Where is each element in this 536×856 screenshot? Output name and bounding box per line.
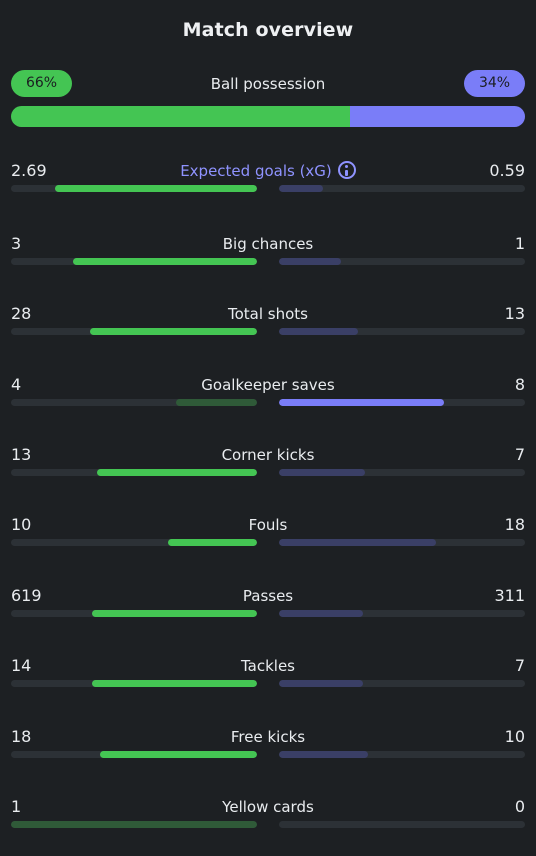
stat-label-text: Expected goals (xG) bbox=[180, 162, 332, 180]
away-bar-fill bbox=[279, 539, 437, 546]
away-bar-track bbox=[279, 399, 525, 406]
home-bar-track bbox=[11, 258, 257, 265]
home-bar-fill bbox=[175, 399, 257, 406]
home-bar-track bbox=[11, 821, 257, 828]
home-bar-fill bbox=[11, 821, 257, 828]
home-bar-track bbox=[11, 185, 257, 192]
stat-row-passes: 619 Passes 311 bbox=[11, 585, 525, 635]
home-bar-fill bbox=[97, 469, 257, 476]
away-bar-track bbox=[279, 751, 525, 758]
stat-row-total-shots: 28 Total shots 13 bbox=[11, 303, 525, 353]
home-bar-track bbox=[11, 469, 257, 476]
home-bar-fill bbox=[92, 680, 257, 687]
away-value: 311 bbox=[494, 586, 525, 605]
home-possession-fill bbox=[11, 106, 351, 127]
stat-label-text: Free kicks bbox=[230, 728, 306, 746]
away-value: 10 bbox=[504, 727, 525, 746]
stat-label: Passes bbox=[11, 585, 525, 607]
home-value: 2.69 bbox=[11, 161, 47, 180]
stat-label-text: Big chances bbox=[222, 235, 314, 253]
stat-label-text: Goalkeeper saves bbox=[201, 376, 335, 394]
away-bar-track bbox=[279, 821, 525, 828]
stat-label: Big chances bbox=[11, 233, 525, 255]
away-value: 13 bbox=[504, 304, 525, 323]
home-bar-track bbox=[11, 751, 257, 758]
home-possession-badge: 66% bbox=[11, 70, 72, 97]
home-value: 18 bbox=[11, 727, 32, 746]
home-bar-track bbox=[11, 539, 257, 546]
away-value: 8 bbox=[514, 375, 525, 394]
stat-label: Total shots bbox=[11, 303, 525, 325]
home-value: 14 bbox=[11, 656, 32, 675]
away-bar-fill bbox=[279, 328, 358, 335]
away-value: 7 bbox=[514, 656, 525, 675]
away-value: 0 bbox=[514, 797, 525, 816]
away-possession-badge: 34% bbox=[464, 70, 525, 97]
home-bar-fill bbox=[72, 258, 257, 265]
home-value: 1 bbox=[11, 797, 22, 816]
home-bar-track bbox=[11, 680, 257, 687]
away-value: 7 bbox=[514, 445, 525, 464]
stat-row-big-chances: 3 Big chances 1 bbox=[11, 233, 525, 283]
stat-label[interactable]: Expected goals (xG) bbox=[11, 160, 525, 182]
home-value: 28 bbox=[11, 304, 32, 323]
home-bar-fill bbox=[89, 328, 257, 335]
away-value: 18 bbox=[504, 515, 525, 534]
home-value: 13 bbox=[11, 445, 32, 464]
stat-row-goalkeeper-saves: 4 Goalkeeper saves 8 bbox=[11, 374, 525, 424]
stat-label-text: Corner kicks bbox=[221, 446, 315, 464]
stat-row-tackles: 14 Tackles 7 bbox=[11, 655, 525, 705]
away-bar-track bbox=[279, 680, 525, 687]
home-value: 3 bbox=[11, 234, 22, 253]
stat-label: Corner kicks bbox=[11, 444, 525, 466]
home-bar-fill bbox=[55, 185, 257, 192]
stat-label: Free kicks bbox=[11, 726, 525, 748]
home-value: 10 bbox=[11, 515, 32, 534]
away-bar-track bbox=[279, 469, 525, 476]
away-value: 0.59 bbox=[489, 161, 525, 180]
stat-row-corner-kicks: 13 Corner kicks 7 bbox=[11, 444, 525, 494]
page-title: Match overview bbox=[182, 19, 354, 41]
home-bar-track bbox=[11, 399, 257, 406]
ball-possession-row: 66% Ball possession 34% bbox=[11, 70, 525, 130]
away-bar-track bbox=[279, 539, 525, 546]
home-value: 619 bbox=[11, 586, 42, 605]
away-bar-track bbox=[279, 610, 525, 617]
stat-label-text: Fouls bbox=[248, 516, 288, 534]
stat-row-free-kicks: 18 Free kicks 10 bbox=[11, 726, 525, 776]
stat-label: Tackles bbox=[11, 655, 525, 677]
away-possession-fill bbox=[350, 106, 525, 127]
home-value: 4 bbox=[11, 375, 22, 394]
stat-label-text: Total shots bbox=[228, 305, 308, 323]
home-bar-track bbox=[11, 328, 257, 335]
away-value: 1 bbox=[514, 234, 525, 253]
home-bar-track bbox=[11, 610, 257, 617]
away-bar-fill bbox=[279, 258, 341, 265]
stat-label-text: Tackles bbox=[240, 657, 296, 675]
stat-label: Goalkeeper saves bbox=[11, 374, 525, 396]
away-bar-fill bbox=[279, 610, 363, 617]
away-bar-fill bbox=[279, 399, 444, 406]
home-bar-fill bbox=[168, 539, 257, 546]
away-bar-track bbox=[279, 258, 525, 265]
stat-row-fouls: 10 Fouls 18 bbox=[11, 514, 525, 564]
stat-label: Fouls bbox=[11, 514, 525, 536]
home-bar-fill bbox=[99, 751, 257, 758]
ball-possession-label: Ball possession bbox=[210, 75, 326, 93]
away-bar-fill bbox=[279, 185, 324, 192]
stat-label-text: Passes bbox=[242, 587, 294, 605]
away-bar-track bbox=[279, 185, 525, 192]
info-icon[interactable] bbox=[337, 161, 356, 179]
away-bar-fill bbox=[279, 680, 363, 687]
stat-label-text: Yellow cards bbox=[222, 798, 314, 816]
away-bar-fill bbox=[279, 469, 366, 476]
stat-row-yellow-cards: 1 Yellow cards 0 bbox=[11, 796, 525, 846]
stat-row-expected-goals-xg: 2.69 Expected goals (xG) 0.59 bbox=[11, 160, 525, 210]
away-bar-track bbox=[279, 328, 525, 335]
possession-bar bbox=[11, 106, 525, 127]
stat-label: Yellow cards bbox=[11, 796, 525, 818]
away-bar-fill bbox=[279, 751, 368, 758]
home-bar-fill bbox=[92, 610, 257, 617]
